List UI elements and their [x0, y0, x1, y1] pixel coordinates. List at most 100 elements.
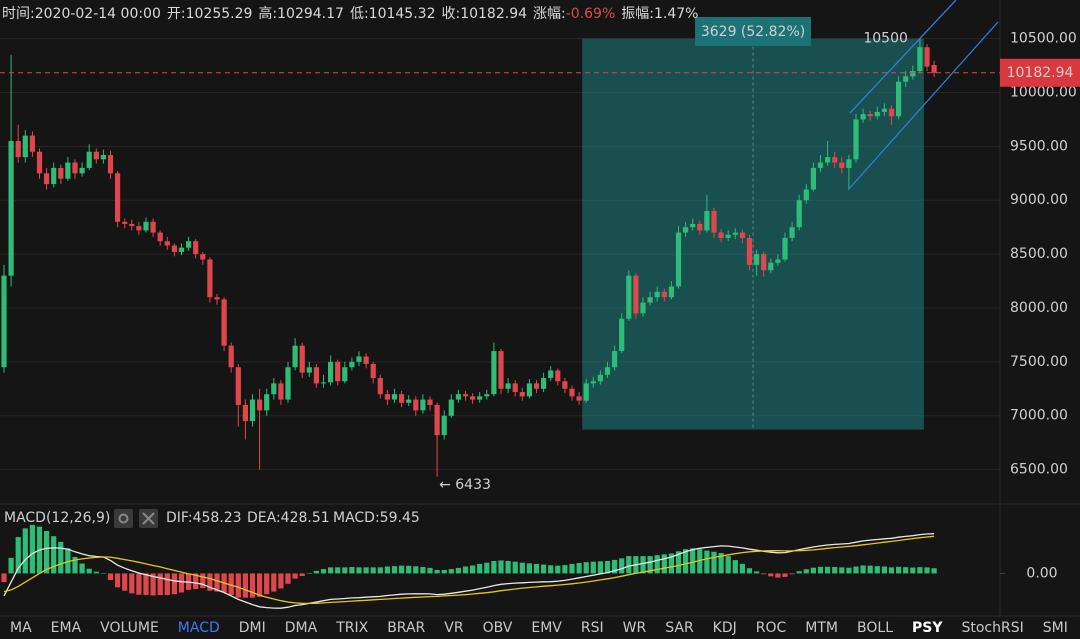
indicator-tab[interactable]: BRAR: [387, 620, 426, 636]
candle-body: [725, 234, 731, 238]
field-label: 涨幅:: [533, 6, 566, 22]
candle-body: [683, 227, 689, 233]
indicator-tab[interactable]: RSI: [580, 620, 604, 636]
indicator-tab[interactable]: VR: [444, 620, 464, 636]
candle-body: [881, 108, 887, 112]
field-value: 2020-02-14 00:00: [34, 6, 161, 22]
candle-body: [58, 167, 64, 179]
histogram-bar: [817, 566, 824, 574]
indicator-tab[interactable]: PSY: [912, 620, 943, 636]
measure-label: 3629 (52.82%): [701, 24, 805, 40]
histogram-bar: [86, 568, 92, 574]
histogram-bar: [115, 573, 121, 588]
indicator-tab[interactable]: MACD: [177, 620, 220, 636]
indicator-tab[interactable]: SAR: [665, 620, 694, 636]
candle-body: [306, 367, 312, 373]
histogram-bar: [470, 565, 476, 574]
histogram-bar: [548, 565, 554, 574]
candle-body: [107, 154, 114, 174]
indicator-tab[interactable]: DMA: [284, 620, 318, 636]
candle-body: [775, 259, 781, 263]
low-annotation: ← 6433: [439, 477, 491, 493]
indicator-tab[interactable]: BOLL: [857, 620, 893, 636]
histogram-bar: [58, 541, 64, 574]
histogram-bar: [342, 567, 348, 574]
candle-body: [924, 47, 930, 67]
settings-icon[interactable]: [114, 509, 133, 528]
histogram-bar: [228, 573, 234, 596]
candle-panel: 6500.00 7000.00 7500.00 8000.00 8500.00 9000.…: [0, 17, 1080, 493]
histogram-bar: [420, 567, 426, 574]
candle-body: [413, 399, 419, 411]
histogram-bar: [491, 560, 497, 574]
indicator-tab[interactable]: ROC: [755, 620, 787, 636]
histogram-bar: [874, 566, 880, 574]
indicator-tab[interactable]: MTM: [805, 620, 839, 636]
y-tick-label: 10000.00: [1010, 85, 1077, 101]
histogram-bar: [768, 573, 774, 577]
histogram-bar: [690, 548, 696, 574]
histogram-bar: [193, 573, 199, 590]
quote-field: 振幅:1.47%: [621, 6, 698, 22]
candle-body: [640, 302, 646, 314]
candle-body: [93, 151, 99, 160]
indicator-tab[interactable]: SMI: [1042, 620, 1068, 636]
histogram-bar: [903, 567, 909, 574]
candle-body: [29, 135, 35, 152]
candle-body: [810, 167, 816, 190]
histogram-bar: [896, 566, 902, 574]
histogram-bar: [654, 555, 660, 574]
candle-body: [477, 396, 483, 400]
histogram-bar: [604, 560, 611, 574]
field-label: 时间:: [2, 6, 35, 22]
indicator-tab[interactable]: VOLUME: [100, 620, 159, 636]
settings-icon: [118, 513, 129, 524]
candle-body: [612, 351, 618, 368]
indicator-tab[interactable]: KDJ: [712, 620, 737, 636]
indicator-tab[interactable]: EMV: [531, 620, 562, 636]
candle-body: [697, 223, 703, 231]
indicator-tab[interactable]: WR: [622, 620, 647, 636]
histogram-bar: [93, 571, 99, 574]
indicator-tab[interactable]: EMA: [50, 620, 82, 636]
histogram-bar: [15, 537, 21, 574]
candle-body: [193, 241, 199, 255]
histogram-bar: [107, 573, 114, 581]
histogram-bar: [441, 569, 447, 574]
indicator-tab[interactable]: TRIX: [336, 620, 369, 636]
histogram-bar: [505, 560, 511, 574]
histogram-bar: [597, 561, 603, 574]
candle-body: [874, 111, 880, 117]
candle-body: [271, 383, 277, 395]
last-price-label: 10182.94: [1007, 65, 1074, 81]
candle-body: [36, 151, 43, 174]
histogram-bar: [619, 558, 625, 574]
quote-field: 低:10145.32: [350, 6, 436, 22]
histogram-bar: [455, 567, 461, 574]
candle-body: [292, 345, 298, 368]
measure-label-box: [695, 17, 812, 46]
candle-body: [100, 154, 106, 160]
candle-body: [555, 370, 561, 382]
histogram-bar: [129, 573, 135, 594]
candle-body: [79, 167, 85, 174]
indicator-tab[interactable]: MA: [10, 620, 32, 636]
indicator-tab[interactable]: StochRSI: [961, 620, 1024, 636]
candle-body: [803, 189, 809, 201]
indicator-tab[interactable]: DMI: [238, 620, 266, 636]
field-value: -0.69%: [565, 6, 616, 22]
indicator-tab[interactable]: OBV: [482, 620, 513, 636]
candle-body: [711, 211, 717, 233]
candle-body: [235, 367, 241, 405]
histogram-bar: [249, 573, 256, 598]
histogram-bar: [122, 573, 128, 591]
candle-body: [896, 81, 902, 117]
histogram-bar: [867, 565, 873, 574]
histogram-bar: [150, 573, 156, 596]
quote-field: 收:10182.94: [441, 6, 527, 22]
field-label: 开:: [166, 6, 186, 22]
histogram-bar: [207, 573, 213, 591]
indicator-line: [3, 535, 935, 605]
candle-body: [420, 399, 426, 411]
candle-body: [817, 162, 824, 168]
